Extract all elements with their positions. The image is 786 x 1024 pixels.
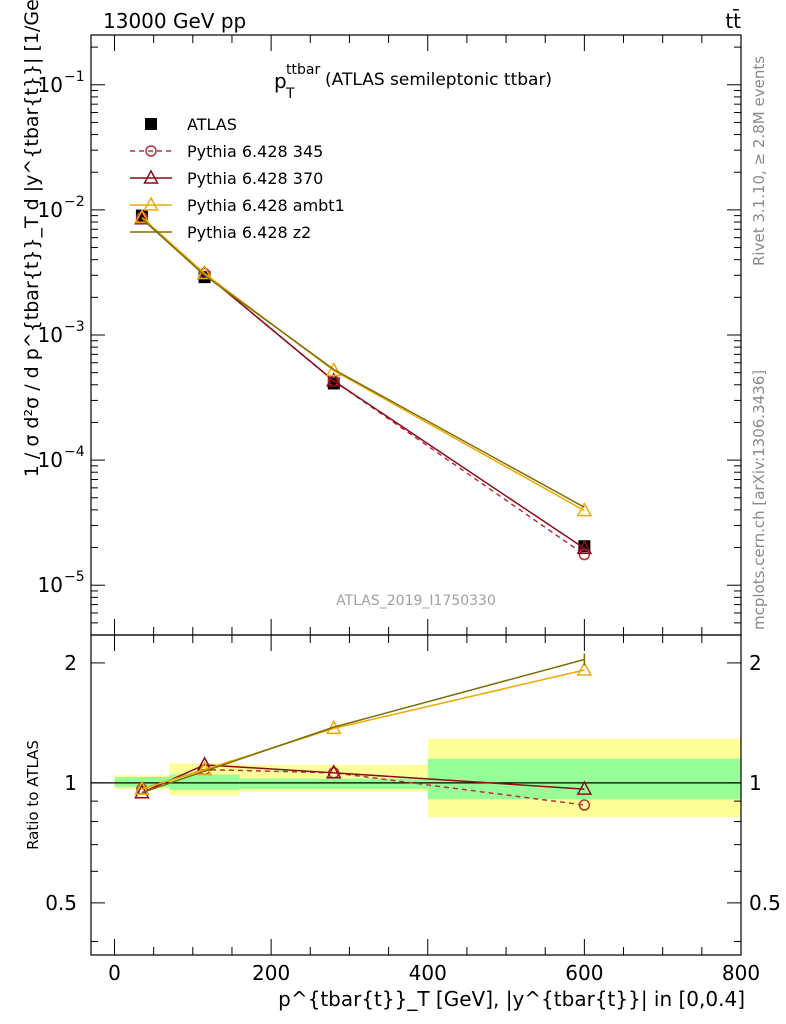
- main-point-pythia-6-428-370: [326, 372, 342, 387]
- x-tick-label: 600: [565, 961, 603, 985]
- ratio-point-pythia-6-428-345: [578, 799, 591, 811]
- side-text-rivet: Rivet 3.1.10, ≥ 2.8M events: [750, 56, 768, 266]
- y-tick-exponent: −5: [64, 569, 85, 585]
- y-tick-label: 10: [38, 323, 63, 347]
- y-tick-label: 10: [38, 73, 63, 97]
- main-point-pythia-6-428-ambt1: [134, 208, 150, 224]
- ratio-line-pythia-6-428-345: [141, 768, 585, 806]
- axis-ticks: 10−510−410−310−210 −10.5 0.51 12 20 200 400 600…: [38, 35, 781, 985]
- plot-title-subscript: T: [285, 86, 295, 102]
- plot-title-rest: (ATLAS semileptonic ttbar): [325, 70, 552, 90]
- ratio-y-tick-label-right: 0.5: [749, 891, 781, 915]
- legend-label-pythia-6-428-ambt1: Pythia 6.428 ambt1: [187, 196, 345, 215]
- band-inner-2: [239, 778, 428, 790]
- ratio-y-axis-label: Ratio to ATLAS: [24, 740, 42, 850]
- band-inner-3: [427, 758, 741, 800]
- header-right: tt̄: [725, 8, 741, 33]
- ratio-y-tick-label: 2: [64, 651, 77, 675]
- side-text-mcplots: mcplots.cern.ch [arXiv:1306.3436]: [750, 370, 768, 630]
- main-point-pythia-6-428-ambt1: [576, 502, 593, 517]
- plot-title-superscript: ttbar: [286, 62, 320, 78]
- main-y-axis-label: 1 / σ d²σ / d p^{tbar{t}}_T d |y^{tbar{t…: [21, 0, 43, 477]
- main-point-atlas: [198, 271, 211, 284]
- legend: ATLAS Pythia 6.428 345 Pythia 6.428 370 Pyt…: [130, 115, 345, 242]
- ratio-point-pythia-6-428-ambt1: [196, 761, 213, 776]
- ratio-y-tick-label-right: 2: [749, 651, 762, 675]
- y-tick-label: 10: [38, 198, 63, 222]
- panel-frames: [90, 34, 742, 956]
- y-tick-exponent: −2: [64, 194, 85, 210]
- legend-label-pythia-6-428-345: Pythia 6.428 345: [187, 142, 323, 161]
- main-point-pythia-6-428-370: [576, 539, 593, 555]
- plot-title-main: p: [274, 69, 287, 93]
- ratio-point-pythia-6-428-ambt1: [576, 661, 593, 676]
- legend-marker-pythia-6-428-ambt1: [143, 196, 159, 211]
- main-point-pythia-6-428-ambt1: [326, 361, 342, 377]
- legend-marker-pythia-6-428-370: [143, 169, 159, 184]
- ratio-y-tick-label: 1: [64, 771, 77, 795]
- y-tick-exponent: −4: [64, 444, 85, 460]
- legend-label-pythia-6-428-z2: Pythia 6.428 z2: [187, 223, 311, 242]
- legend-label-atlas: ATLAS: [187, 115, 237, 134]
- y-tick-label: 10: [38, 573, 63, 597]
- band-inner-1: [169, 774, 240, 790]
- ratio-point-pythia-6-428-ambt1: [326, 719, 342, 735]
- header-left: 13000 GeV pp: [103, 9, 246, 33]
- ratio-point-pythia-6-428-ambt1: [134, 780, 150, 795]
- main-plot-series: [134, 208, 593, 561]
- legend-label-pythia-6-428-370: Pythia 6.428 370: [187, 169, 323, 188]
- ratio-point-pythia-6-428-370: [576, 780, 593, 795]
- plot-title: p ttbar T (ATLAS semileptonic ttbar): [274, 62, 552, 102]
- main-point-pythia-6-428-345: [578, 548, 591, 561]
- y-tick-label: 10: [38, 448, 63, 472]
- x-tick-label: 200: [252, 961, 290, 985]
- ratio-point-pythia-6-428-370: [326, 764, 342, 779]
- x-tick-label: 0: [108, 961, 121, 985]
- main-point-atlas: [578, 540, 591, 553]
- ratio-plot-series: [134, 653, 593, 811]
- ratio-error-bands: [91, 738, 741, 818]
- y-tick-exponent: −1: [64, 69, 85, 85]
- legend-marker-pythia-6-428-345: [145, 145, 157, 157]
- x-axis-label: p^{tbar{t}}_T [GeV], |y^{tbar{t}}| in [0…: [278, 987, 745, 1011]
- ratio-y-tick-label: 0.5: [45, 891, 77, 915]
- ratio-y-tick-label-right: 1: [749, 771, 762, 795]
- main-line-pythia-6-428-z2: [141, 218, 585, 508]
- analysis-watermark: ATLAS_2019_I1750330: [336, 593, 496, 609]
- legend-marker-atlas: [145, 118, 157, 130]
- x-tick-label: 800: [722, 961, 760, 985]
- x-tick-label: 400: [409, 961, 447, 985]
- main-line-pythia-6-428-370: [141, 218, 585, 549]
- main-line-pythia-6-428-ambt1: [141, 216, 585, 512]
- y-tick-exponent: −3: [64, 319, 85, 335]
- ratio-line-pythia-6-428-z2: [141, 658, 585, 794]
- ratio-plot-frame: [90, 634, 742, 956]
